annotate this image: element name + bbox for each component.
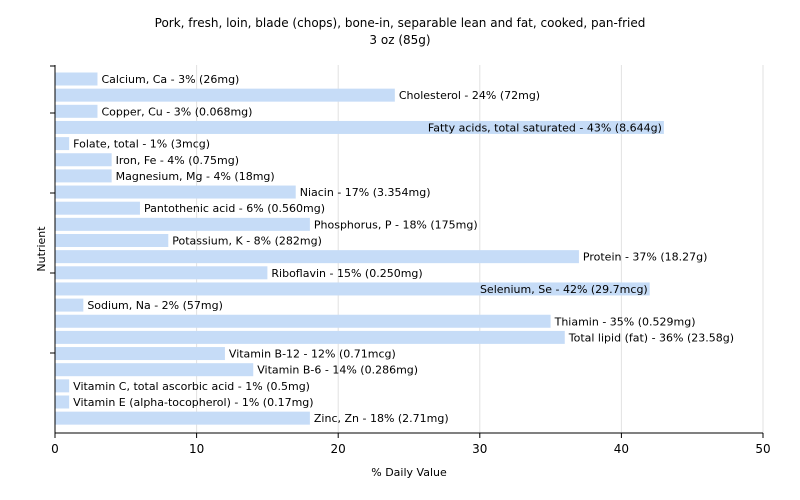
bar-label: Folate, total - 1% (3mcg) xyxy=(73,138,210,151)
x-tick-label: 30 xyxy=(472,442,487,456)
bar xyxy=(55,169,112,183)
bar-label: Total lipid (fat) - 36% (23.58g) xyxy=(568,331,734,344)
bar xyxy=(55,282,650,296)
bar-label: Vitamin B-6 - 14% (0.286mg) xyxy=(257,364,418,377)
bar xyxy=(55,72,98,86)
x-tick-label: 0 xyxy=(51,442,59,456)
bar-label: Copper, Cu - 3% (0.068mg) xyxy=(101,105,252,118)
bar xyxy=(55,104,98,118)
bar xyxy=(55,363,254,377)
bar xyxy=(55,137,70,151)
bar-label: Sodium, Na - 2% (57mg) xyxy=(87,299,223,312)
bar xyxy=(55,250,579,264)
bar xyxy=(55,298,84,312)
bar xyxy=(55,234,169,247)
bar-label: Magnesium, Mg - 4% (18mg) xyxy=(116,170,275,183)
bar xyxy=(55,347,225,361)
bar-label: Thiamin - 35% (0.529mg) xyxy=(554,315,696,328)
bar-label: Zinc, Zn - 18% (2.71mg) xyxy=(314,412,449,425)
bar xyxy=(55,88,395,102)
bar xyxy=(55,153,112,167)
bar-label: Pantothenic acid - 6% (0.560mg) xyxy=(144,202,325,215)
x-tick-label: 40 xyxy=(614,442,629,456)
x-tick-label: 50 xyxy=(755,442,770,456)
bar-label: Vitamin E (alpha-tocopherol) - 1% (0.17m… xyxy=(73,396,313,409)
bar-label: Calcium, Ca - 3% (26mg) xyxy=(101,73,239,86)
bar xyxy=(55,395,70,409)
chart-subtitle: 3 oz (85g) xyxy=(369,33,431,47)
chart-title: Pork, fresh, loin, blade (chops), bone-i… xyxy=(154,16,646,30)
bar xyxy=(55,379,70,393)
bar-label: Protein - 37% (18.27g) xyxy=(583,251,708,264)
bar-label: Riboflavin - 15% (0.250mg) xyxy=(271,267,422,280)
bar xyxy=(55,217,310,231)
bar-label: Phosphorus, P - 18% (175mg) xyxy=(314,218,478,231)
x-tick-label: 10 xyxy=(189,442,204,456)
bar-label: Vitamin C, total ascorbic acid - 1% (0.5… xyxy=(73,380,310,393)
bar xyxy=(55,120,664,134)
bar-label: Fatty acids, total saturated - 43% (8.64… xyxy=(428,121,662,134)
bar-label: Selenium, Se - 42% (29.7mcg) xyxy=(480,283,648,296)
bar xyxy=(55,185,296,199)
x-axis-title: % Daily Value xyxy=(371,466,447,479)
bar-label: Potassium, K - 8% (282mg) xyxy=(172,235,322,248)
bar-label: Iron, Fe - 4% (0.75mg) xyxy=(116,154,239,167)
bar xyxy=(55,201,140,215)
bar xyxy=(55,314,551,328)
bar-label: Niacin - 17% (3.354mg) xyxy=(300,186,431,199)
bar xyxy=(55,266,268,280)
y-axis-title: Nutrient xyxy=(35,226,48,272)
x-tick-label: 20 xyxy=(331,442,346,456)
bar xyxy=(55,411,310,425)
bar-label: Vitamin B-12 - 12% (0.71mcg) xyxy=(229,348,396,361)
bar-label: Cholesterol - 24% (72mg) xyxy=(399,89,540,102)
bar xyxy=(55,330,565,344)
